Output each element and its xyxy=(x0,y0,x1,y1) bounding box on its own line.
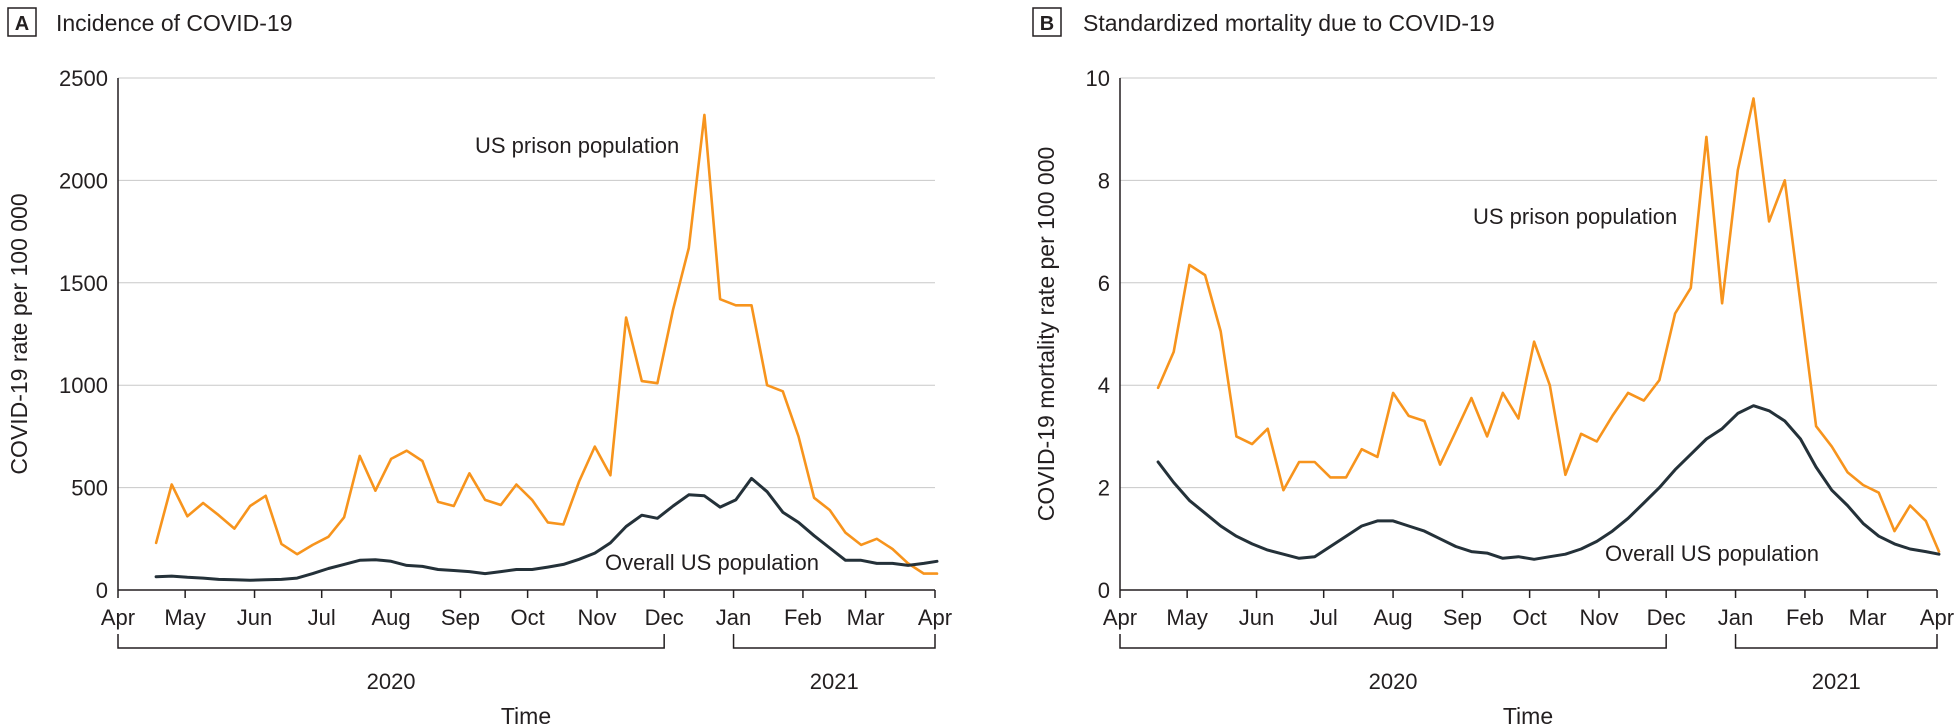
panel-a-tag-box xyxy=(7,7,37,37)
panel-a-series xyxy=(154,113,939,582)
x-tick-label: Jun xyxy=(237,605,272,630)
panel-a-year-brackets: 2020 2021 xyxy=(117,634,936,694)
y-tick-label: 2 xyxy=(1098,476,1110,501)
x-tick-label: Feb xyxy=(1786,605,1824,630)
panel-b-year-brackets: 2020 2021 xyxy=(1119,634,1938,694)
panel-b-y-ticks: 0 2 4 6 8 10 xyxy=(1086,66,1110,603)
x-tick-label: Nov xyxy=(1579,605,1618,630)
x-tick-label: Jul xyxy=(1310,605,1338,630)
y-tick-label: 4 xyxy=(1098,373,1110,398)
y-tick-label: 8 xyxy=(1098,168,1110,193)
x-tick-label: Aug xyxy=(372,605,411,630)
panel-b-label-overall: Overall US population xyxy=(1605,541,1819,566)
x-tick-label: Apr xyxy=(1103,605,1137,630)
x-tick-label: Mar xyxy=(1849,605,1887,630)
y-tick-label: 0 xyxy=(1098,578,1110,603)
x-tick-label: Feb xyxy=(784,605,822,630)
x-tick-label: Sep xyxy=(1443,605,1482,630)
x-tick-label: Apr xyxy=(101,605,135,630)
panel-a-label-overall: Overall US population xyxy=(605,550,819,575)
x-tick-label: Apr xyxy=(918,605,952,630)
panel-b-y-axis-title: COVID-19 mortality rate per 100 000 xyxy=(1033,147,1059,522)
panel-a-tag: A xyxy=(15,13,29,35)
panel-a-gridlines xyxy=(118,77,935,489)
panel-b-tag: B xyxy=(1040,13,1054,35)
panel-b-x-ticks: Apr May Jun Jul Aug Sep Oct Nov Dec Jan Feb Mar Apr xyxy=(1103,590,1954,630)
year-label: 2021 xyxy=(1812,669,1861,694)
y-tick-label: 0 xyxy=(96,578,108,603)
series-line-prison xyxy=(154,113,939,575)
x-tick-label: May xyxy=(164,605,206,630)
panel-b-gridlines xyxy=(1120,77,1937,489)
panel-a: A Incidence of COVID-19 0 500 1000 1500 2000… xyxy=(6,7,952,728)
y-tick-label: 1500 xyxy=(59,271,108,296)
panel-b-tag-box xyxy=(1032,7,1062,37)
panel-b: B Standardized mortality due to COVID-19… xyxy=(1032,7,1954,728)
x-tick-label: Jan xyxy=(1718,605,1753,630)
panel-b-label-prison: US prison population xyxy=(1473,204,1677,229)
x-tick-label: Apr xyxy=(1920,605,1954,630)
year-label: 2020 xyxy=(367,669,416,694)
x-tick-label: Jun xyxy=(1239,605,1274,630)
x-tick-label: Sep xyxy=(441,605,480,630)
x-tick-label: Oct xyxy=(511,605,545,630)
panel-a-x-ticks: Apr May Jun Jul Aug Sep Oct Nov Dec Jan Feb Mar Apr xyxy=(101,590,952,630)
panel-a-x-axis-title: Time xyxy=(501,703,551,728)
panel-a-label-prison: US prison population xyxy=(475,133,679,158)
panel-b-series xyxy=(1156,97,1941,561)
panel-a-y-axis-title: COVID-19 rate per 100 000 xyxy=(6,193,32,474)
series-line-overall xyxy=(154,476,939,582)
panel-b-x-axis-title: Time xyxy=(1503,703,1553,728)
year-bracket xyxy=(1119,634,1667,649)
year-label: 2020 xyxy=(1369,669,1418,694)
year-bracket xyxy=(117,634,665,649)
y-tick-label: 6 xyxy=(1098,271,1110,296)
series-line-overall xyxy=(1156,404,1941,561)
x-tick-label: May xyxy=(1166,605,1208,630)
panel-a-y-ticks: 0 500 1000 1500 2000 2500 xyxy=(59,66,108,603)
y-tick-label: 500 xyxy=(71,476,108,501)
x-tick-label: Dec xyxy=(645,605,684,630)
y-tick-label: 10 xyxy=(1086,66,1110,91)
x-tick-label: Aug xyxy=(1374,605,1413,630)
y-tick-label: 1000 xyxy=(59,373,108,398)
x-tick-label: Oct xyxy=(1513,605,1547,630)
x-tick-label: Jul xyxy=(308,605,336,630)
y-tick-label: 2500 xyxy=(59,66,108,91)
panel-b-title: Standardized mortality due to COVID-19 xyxy=(1083,10,1495,36)
x-tick-label: Mar xyxy=(847,605,885,630)
x-tick-label: Jan xyxy=(716,605,751,630)
x-tick-label: Dec xyxy=(1647,605,1686,630)
year-bracket xyxy=(732,634,936,649)
y-tick-label: 2000 xyxy=(59,168,108,193)
year-bracket xyxy=(1734,634,1938,649)
x-tick-label: Nov xyxy=(577,605,616,630)
year-label: 2021 xyxy=(810,669,859,694)
panel-a-title: Incidence of COVID-19 xyxy=(56,10,293,36)
series-line-prison xyxy=(1156,97,1941,553)
